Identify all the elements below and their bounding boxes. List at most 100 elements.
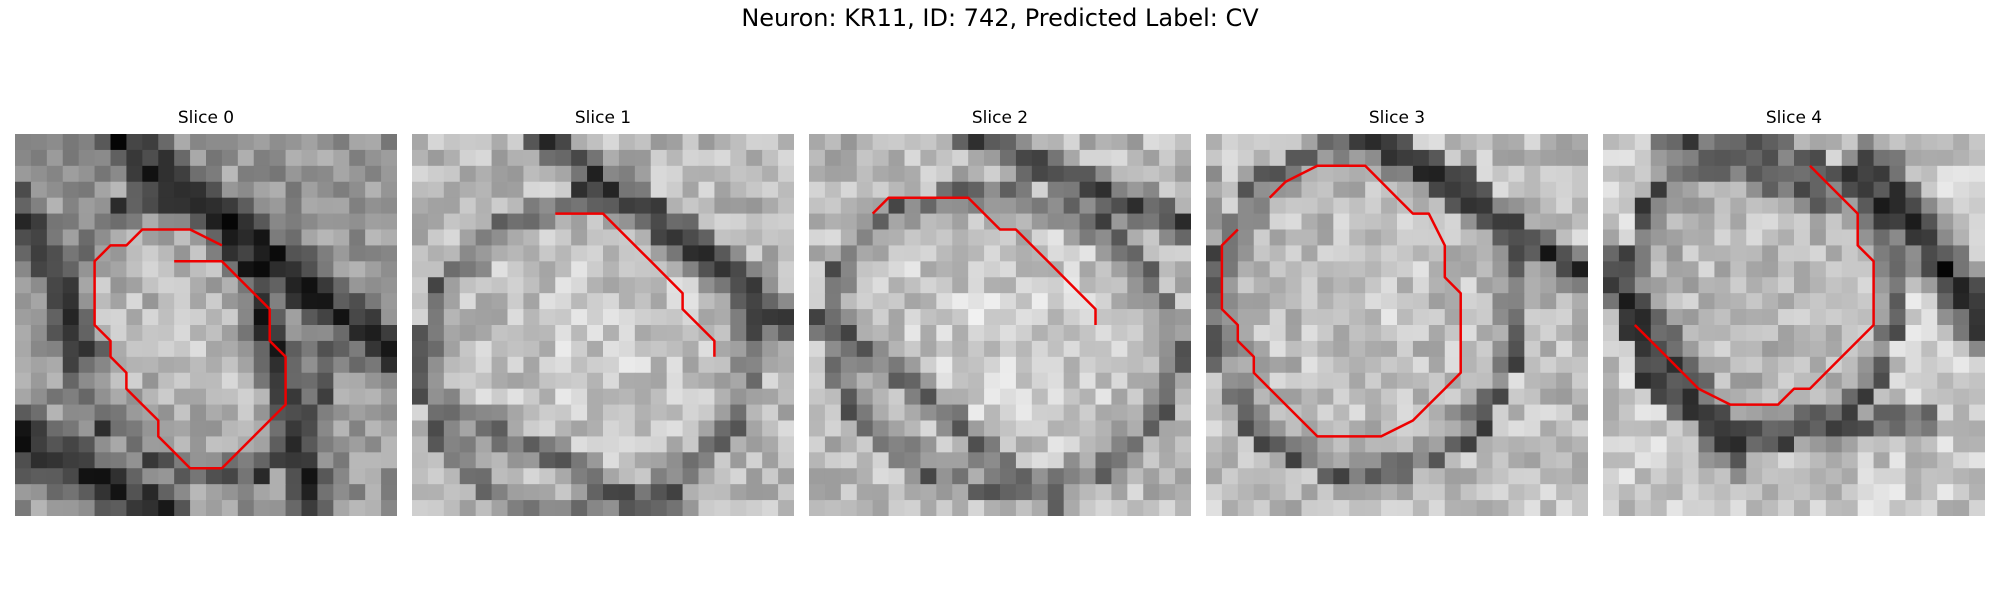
pixel-cell — [1809, 134, 1827, 151]
pixel-cell — [269, 484, 287, 501]
pixel-cell — [1682, 229, 1699, 246]
pixel-cell — [142, 197, 159, 215]
pixel-cell — [698, 309, 715, 326]
pixel-cell — [365, 181, 382, 199]
pixel-cell — [1444, 245, 1462, 262]
pixel-cell — [682, 404, 699, 421]
pixel-cell — [1301, 309, 1318, 326]
pixel-cell — [1397, 356, 1414, 374]
pixel-cell — [856, 388, 874, 406]
pixel-cell — [1047, 372, 1065, 390]
pixel-cell — [1746, 245, 1763, 262]
pixel-cell — [427, 356, 445, 374]
pixel-cell — [904, 388, 921, 406]
pixel-cell — [904, 181, 921, 199]
pixel-cell — [587, 245, 604, 262]
pixel-cell — [1873, 245, 1890, 262]
pixel-cell — [1143, 452, 1160, 469]
pixel-cell — [1476, 468, 1493, 485]
pixel-cell — [714, 229, 731, 246]
pixel-cell — [1047, 277, 1065, 294]
pixel-cell — [174, 325, 191, 342]
pixel-cell — [412, 181, 429, 199]
pixel-cell — [381, 356, 397, 374]
pixel-cell — [1841, 134, 1859, 151]
pixel-cell — [1015, 388, 1033, 406]
pixel-cell — [1618, 340, 1636, 358]
pixel-cell — [190, 309, 207, 326]
pixel-cell — [1031, 404, 1049, 421]
pixel-cell — [1889, 340, 1906, 358]
pixel-cell — [1079, 500, 1096, 516]
pixel-cell — [920, 404, 937, 421]
pixel-cell — [778, 149, 794, 167]
pixel-cell — [412, 356, 429, 374]
pixel-cell — [1873, 356, 1890, 374]
pixel-cell — [1460, 325, 1478, 342]
pixel-cell — [15, 340, 32, 358]
pixel-cell — [142, 213, 159, 230]
pixel-cell — [682, 388, 699, 406]
pixel-cell — [285, 484, 302, 501]
pixel-cell — [1873, 165, 1890, 183]
pixel-cell — [1634, 356, 1652, 374]
pixel-cell — [523, 468, 540, 485]
pixel-cell — [412, 245, 429, 262]
pixel-cell — [1618, 372, 1636, 390]
pixel-cell — [1285, 356, 1302, 374]
pixel-cell — [110, 197, 127, 215]
pixel-cell — [840, 325, 858, 342]
pixel-cell — [714, 340, 731, 358]
pixel-cell — [1857, 484, 1875, 501]
pixel-cell — [1221, 245, 1239, 262]
pixel-cell — [1317, 340, 1334, 358]
pixel-cell — [301, 484, 318, 501]
pixel-cell — [1269, 420, 1287, 437]
pixel-cell — [587, 325, 604, 342]
pixel-cell — [1381, 420, 1398, 437]
pixel-cell — [427, 309, 445, 326]
pixel-cell — [1333, 356, 1350, 374]
pixel-cell — [1476, 277, 1493, 294]
pixel-cell — [1301, 277, 1318, 294]
pixel-cell — [1127, 372, 1144, 390]
pixel-cell — [1285, 165, 1302, 183]
pixel-cell — [1269, 340, 1287, 358]
pixel-cell — [365, 468, 382, 485]
pixel-cell — [888, 484, 905, 501]
pixel-cell — [269, 468, 287, 485]
pixel-cell — [618, 484, 636, 501]
pixel-cell — [778, 340, 794, 358]
pixel-cell — [94, 388, 111, 406]
pixel-cell — [1444, 420, 1462, 437]
pixel-cell — [1444, 229, 1462, 246]
pixel-cell — [746, 420, 763, 437]
pixel-cell — [1873, 181, 1890, 199]
pixel-cell — [333, 134, 350, 151]
pixel-cell — [253, 325, 271, 342]
pixel-cell — [1714, 404, 1731, 421]
pixel-cell — [1714, 388, 1731, 406]
pixel-cell — [349, 277, 366, 294]
pixel-cell — [285, 149, 302, 167]
pixel-cell — [62, 181, 80, 199]
pixel-cell — [555, 468, 572, 485]
pixel-cell — [1301, 181, 1318, 199]
pixel-cell — [539, 340, 556, 358]
pixel-cell — [1237, 468, 1255, 485]
pixel-cell — [634, 484, 652, 501]
pixel-cell — [349, 325, 366, 342]
pixel-cell — [1746, 165, 1763, 183]
pixel-cell — [571, 356, 588, 374]
pixel-cell — [269, 452, 287, 469]
pixel-cell — [15, 165, 32, 183]
pixel-cell — [618, 149, 636, 167]
pixel-cell — [587, 165, 604, 183]
pixel-cell — [412, 261, 429, 278]
pixel-cell — [1175, 420, 1191, 437]
pixel-cell — [158, 245, 175, 262]
pixel-cell — [1047, 388, 1065, 406]
pixel-cell — [1111, 372, 1128, 390]
pixel-cell — [1508, 468, 1525, 485]
pixel-cell — [206, 388, 223, 406]
